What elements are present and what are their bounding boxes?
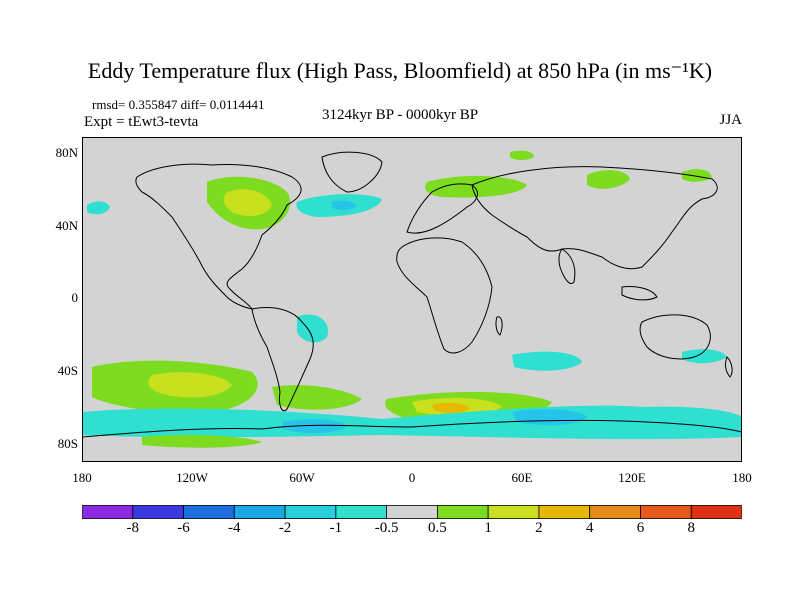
colorbar-label: 1: [484, 520, 492, 536]
colorbar-swatch: [487, 505, 540, 519]
field-tasman-neg: [682, 349, 727, 364]
coast-europe: [406, 183, 478, 234]
lat-label-80n: 80N: [55, 145, 78, 160]
colorbar-swatch: [132, 505, 184, 519]
coast-madagascar: [495, 316, 503, 336]
lon-label-120e: 120E: [618, 470, 646, 485]
stats-text: rmsd= 0.355847 diff= 0.0114441: [92, 97, 265, 112]
lat-label-40s: 40S: [57, 363, 78, 378]
colorbar-label: 8: [687, 520, 695, 536]
colorbar-label: -2: [278, 520, 292, 536]
lat-label-0: 0: [71, 290, 79, 305]
field-sam-neg: [297, 314, 328, 343]
coast-india: [558, 248, 576, 284]
coast-new-zealand: [725, 356, 733, 378]
lon-label-0: 0: [408, 470, 416, 485]
colorbar-label: 6: [636, 520, 645, 536]
colorbar-swatch: [436, 505, 489, 519]
period-text: 3124kyr BP - 0000kyr BP: [321, 107, 479, 123]
chart-title: Eddy Temperature flux (High Pass, Bloomf…: [87, 58, 713, 83]
lat-label-40n: 40N: [55, 218, 78, 233]
colorbar-swatch: [640, 505, 692, 519]
coastlines: [81, 151, 743, 438]
lat-label-80s: 80S: [57, 436, 78, 451]
field-so-neg-core2: [282, 419, 347, 434]
field-farne-pos: [682, 169, 712, 182]
field-io-neg: [512, 351, 582, 371]
field-arctic-pos: [510, 150, 534, 160]
field-eurasia-pos: [425, 175, 527, 198]
colorbar-segments: [82, 505, 742, 519]
colorbar-swatch: [386, 505, 438, 519]
field-sio-pos-strong: [432, 402, 470, 413]
field-satl-pos: [272, 385, 362, 410]
lon-label-180w: 180: [72, 470, 92, 485]
colorbar-swatch: [690, 505, 742, 519]
field-spac-pos-mid: [148, 372, 232, 398]
colorbar-swatch: [183, 505, 235, 519]
colorbar: [82, 505, 742, 519]
colorbar-swatch: [82, 505, 134, 519]
experiment-text: Expt = tEwt3-tevta: [84, 114, 199, 130]
lon-label-120w: 120W: [176, 470, 208, 485]
field-pac-neg: [87, 201, 110, 215]
colorbar-label: -6: [177, 520, 190, 536]
coast-antarctica: [81, 419, 743, 438]
map-svg: [81, 137, 743, 462]
colorbar-label: 2: [535, 520, 543, 536]
lon-label-60e: 60E: [511, 470, 533, 485]
coast-north-america: [135, 163, 302, 310]
field-natl-neg-core: [332, 200, 356, 211]
colorbar-swatch: [233, 505, 286, 519]
map-frame: [82, 137, 742, 462]
colorbar-label: -8: [126, 520, 140, 536]
coast-africa: [396, 237, 493, 354]
colorbar-swatch: [284, 505, 337, 519]
colorbar-label: 4: [585, 520, 594, 536]
map-panel: [81, 137, 743, 462]
lon-label-60w: 60W: [289, 470, 315, 485]
coast-south-america: [251, 307, 314, 412]
anomaly-fields: [82, 150, 742, 448]
lon-label-180e: 180: [732, 470, 752, 485]
colorbar-label: 0.5: [428, 520, 447, 536]
colorbar-label: -4: [228, 520, 241, 536]
field-antarctic-pos: [142, 434, 262, 448]
colorbar-swatch: [538, 505, 591, 519]
coast-greenland: [321, 151, 383, 193]
colorbar-label: -1: [329, 520, 343, 536]
field-na-pos-mid: [223, 189, 272, 217]
field-siberia-pos: [587, 170, 630, 189]
colorbar-label: -0.5: [374, 520, 399, 536]
coast-asia: [471, 166, 718, 270]
coast-indonesia: [621, 286, 658, 301]
colorbar-swatch: [589, 505, 641, 519]
season-text: JJA: [719, 112, 742, 128]
colorbar-swatch: [335, 505, 388, 519]
coast-australia: [639, 314, 711, 360]
